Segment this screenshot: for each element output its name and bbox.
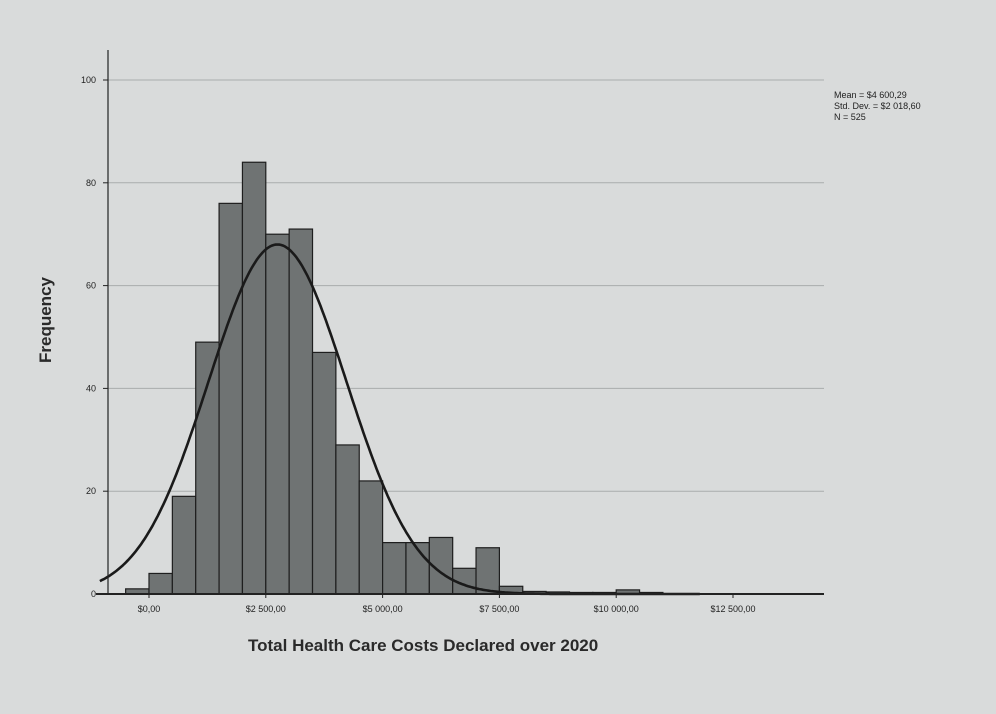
histogram-bar	[218, 202, 244, 595]
y-tick-label: 60	[86, 281, 96, 291]
histogram-bar	[241, 161, 267, 595]
y-tick-label: 40	[86, 383, 96, 393]
histogram-bar	[265, 233, 290, 595]
histogram-bar	[475, 547, 501, 595]
histogram-bar	[171, 495, 197, 595]
y-axis-title: Frequency	[36, 277, 55, 363]
x-tick-labels: $0,00 $2 500,00 $5 000,00 $7 500,00 $10 000,…	[138, 604, 756, 614]
stats-n: N = 525	[834, 112, 866, 122]
y-tick-label: 80	[86, 178, 96, 188]
histogram-bar	[148, 572, 173, 595]
stats-std-dev: Std. Dev. = $2 018,60	[834, 101, 921, 111]
y-tick-label: 100	[81, 75, 96, 85]
x-tick-label: $2 500,00	[246, 604, 286, 614]
histogram-bars	[125, 161, 664, 595]
histogram-bar	[311, 351, 337, 595]
x-axis-title: Total Health Care Costs Declared over 20…	[248, 636, 599, 655]
x-tick-label: $10 000,00	[594, 604, 639, 614]
y-tick-label: 0	[91, 589, 96, 599]
histogram-bar	[358, 480, 384, 595]
y-tick-labels: 0 20 40 60 80 100	[81, 75, 96, 599]
histogram-bar	[382, 541, 407, 595]
x-tick-label: $5 000,00	[363, 604, 403, 614]
x-tick-label: $7 500,00	[479, 604, 519, 614]
stats-mean: Mean = $4 600,29	[834, 90, 907, 100]
stats-legend: Mean = $4 600,29 Std. Dev. = $2 018,60 N…	[834, 90, 921, 123]
histogram-bar	[335, 444, 360, 595]
x-tick-label: $12 500,00	[710, 604, 755, 614]
histogram-bar	[288, 228, 314, 595]
y-tick-label: 20	[86, 486, 96, 496]
histogram-bar	[195, 341, 220, 595]
axes	[96, 50, 824, 598]
x-tick-label: $0,00	[138, 604, 161, 614]
